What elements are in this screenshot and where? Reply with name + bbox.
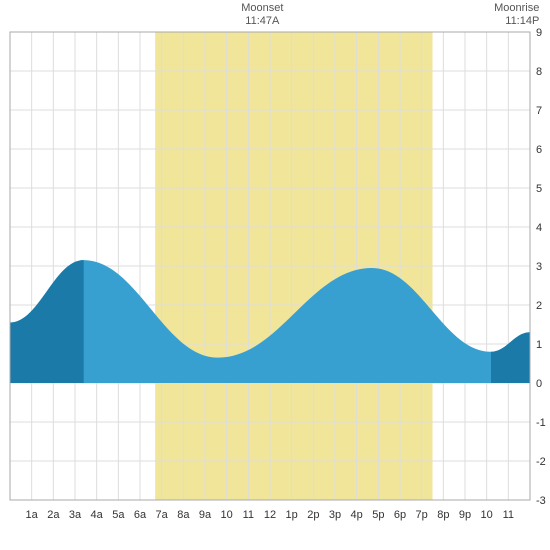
chart-svg: -3-2-101234567891a2a3a4a5a6a7a8a9a101112… <box>0 0 550 550</box>
moonrise-title: Moonrise <box>494 2 539 15</box>
svg-text:2: 2 <box>536 300 542 312</box>
svg-text:3: 3 <box>536 261 542 273</box>
svg-text:9a: 9a <box>199 509 212 521</box>
svg-text:6p: 6p <box>394 509 406 521</box>
svg-text:1p: 1p <box>286 509 298 521</box>
moonrise-label: Moonrise 11:14P <box>494 2 539 28</box>
svg-text:-2: -2 <box>536 456 546 468</box>
svg-text:10: 10 <box>221 509 233 521</box>
svg-text:7: 7 <box>536 105 542 117</box>
svg-text:-1: -1 <box>536 417 546 429</box>
svg-text:6a: 6a <box>134 509 147 521</box>
svg-text:4: 4 <box>536 222 542 234</box>
svg-text:1a: 1a <box>26 509 39 521</box>
svg-text:3a: 3a <box>69 509 82 521</box>
svg-text:8: 8 <box>536 66 542 78</box>
svg-text:5p: 5p <box>372 509 384 521</box>
svg-text:2p: 2p <box>307 509 319 521</box>
moonrise-time: 11:14P <box>494 15 539 28</box>
svg-text:11: 11 <box>503 509 514 521</box>
tide-chart: Moonset 11:47A Moonrise 11:14P -3-2-1012… <box>0 0 550 550</box>
header-labels: Moonset 11:47A Moonrise 11:14P <box>0 2 550 30</box>
svg-text:4a: 4a <box>91 509 104 521</box>
moonset-time: 11:47A <box>241 15 283 28</box>
moonset-label: Moonset 11:47A <box>241 2 283 28</box>
svg-text:1: 1 <box>536 339 542 351</box>
svg-text:3p: 3p <box>329 509 341 521</box>
svg-text:5: 5 <box>536 183 542 195</box>
svg-text:11: 11 <box>243 509 254 521</box>
svg-text:-3: -3 <box>536 495 546 507</box>
svg-text:4p: 4p <box>351 509 363 521</box>
svg-text:12: 12 <box>264 509 276 521</box>
svg-text:5a: 5a <box>112 509 125 521</box>
svg-text:8a: 8a <box>177 509 190 521</box>
svg-text:9p: 9p <box>459 509 471 521</box>
svg-text:2a: 2a <box>47 509 60 521</box>
svg-text:8p: 8p <box>437 509 449 521</box>
moonset-title: Moonset <box>241 2 283 15</box>
svg-text:7a: 7a <box>156 509 169 521</box>
svg-text:7p: 7p <box>416 509 428 521</box>
svg-text:0: 0 <box>536 378 542 390</box>
svg-text:6: 6 <box>536 144 542 156</box>
svg-text:10: 10 <box>481 509 493 521</box>
